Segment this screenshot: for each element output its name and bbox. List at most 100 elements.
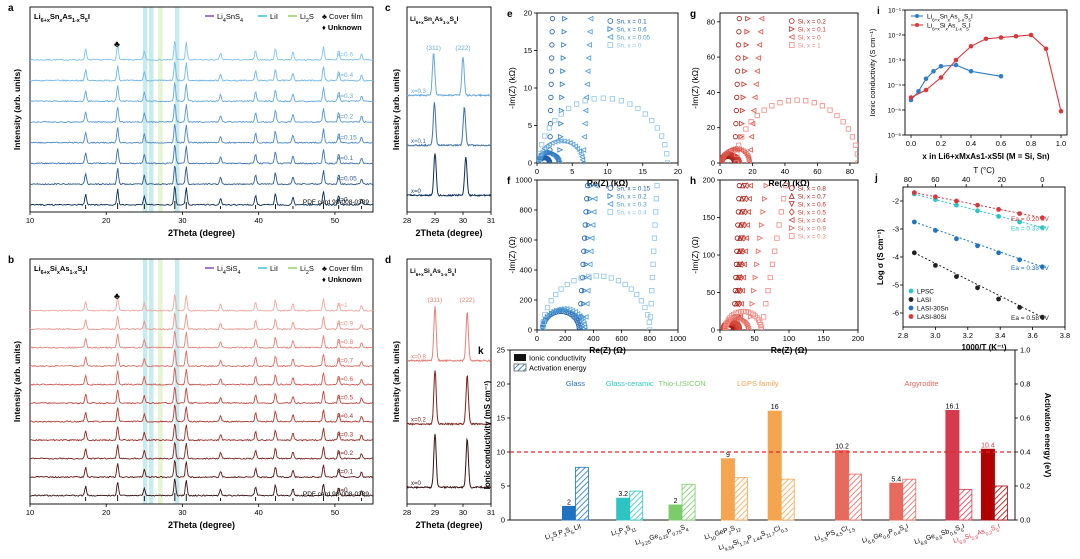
data-point — [1017, 305, 1023, 310]
data-point — [651, 248, 657, 254]
data-point — [558, 286, 564, 292]
bar-value-label: 9 — [726, 452, 730, 459]
y-tick-label: 10⁻² — [888, 33, 902, 40]
text-span: 0.5 — [949, 529, 958, 537]
text-span: S — [760, 530, 767, 538]
data-point — [740, 274, 746, 281]
data-point — [574, 310, 581, 317]
data-point — [752, 274, 759, 281]
xrd-trace — [29, 312, 374, 331]
x-tick-label: 10 — [26, 216, 34, 225]
data-point — [576, 313, 583, 319]
data-point — [607, 209, 614, 215]
data-point — [586, 170, 590, 174]
data-point — [540, 319, 546, 325]
data-point — [996, 250, 1001, 256]
legend-swatch — [513, 363, 527, 372]
series-label: x=1 — [337, 302, 348, 309]
text-span: Li — [270, 12, 276, 21]
text-span: 0.6 — [882, 533, 891, 541]
data-point — [638, 298, 644, 304]
legend-label: ♣ Cover film — [322, 12, 363, 21]
x-tick-label: 40 — [254, 216, 262, 225]
y-tick-label: 20 — [524, 9, 532, 18]
x-tick-label: 3.2 — [963, 331, 973, 340]
text-span: 0.8 — [971, 534, 980, 542]
y-tick-label: 50 — [707, 288, 715, 297]
data-point — [540, 327, 546, 330]
y-tick-label: 10⁻⁶ — [888, 133, 902, 140]
panel-title: Li6+xSixAs1-xS5I — [34, 264, 87, 276]
data-point — [572, 143, 578, 150]
data-point — [754, 261, 760, 268]
text-span: 6.8 — [959, 538, 968, 546]
legend-marker — [908, 288, 914, 294]
bar-value-label: 2 — [674, 498, 678, 505]
series-label: x=0.15 — [337, 134, 357, 141]
text-span: S — [955, 525, 962, 533]
text-span: Si — [424, 268, 430, 275]
text-span: 5.5 — [820, 535, 829, 543]
data-point — [752, 81, 759, 88]
reference-label: PDF card 98-008-0389 — [303, 199, 370, 206]
legend-label: Sn, x = 0.05 — [616, 35, 650, 42]
text-span: Li — [635, 538, 643, 546]
data-point — [544, 313, 551, 319]
bar-value-label: 10.2 — [835, 444, 849, 451]
text-span: I — [457, 16, 459, 23]
plot-frame — [406, 6, 492, 213]
plot-frame — [406, 258, 492, 505]
data-point — [581, 300, 587, 307]
text-span: 1-x — [441, 272, 448, 277]
ea-label: Ea = 0.38 eV — [1011, 265, 1049, 272]
data-point — [585, 235, 591, 241]
y-tick-label: -3 — [892, 225, 899, 234]
y-tick-label: -5 — [892, 281, 899, 290]
text-span: 0.75 — [672, 529, 683, 538]
data-point — [780, 196, 787, 202]
data-point — [549, 55, 555, 61]
data-point — [546, 141, 552, 148]
data-point — [968, 43, 974, 49]
data-point — [601, 273, 607, 280]
data-point — [581, 287, 588, 294]
text-span: Si — [732, 539, 740, 548]
legend-label: Li2S — [300, 264, 314, 276]
y-tick-label: 10 — [524, 84, 532, 93]
data-point — [646, 319, 652, 325]
data-point — [788, 192, 795, 199]
text-span: Li — [861, 536, 869, 544]
text-span: S — [565, 527, 572, 535]
legend-label: Sn, x = 0.6 — [616, 27, 647, 34]
data-point — [607, 192, 614, 200]
zoom-panel-c: x=0.3 x=0.1 x=0 (311) (222) 28 29 30 31 2Theta (d… — [385, 3, 495, 238]
text-span: 5 — [454, 20, 457, 25]
category-label: Li5.5PS4.5Cl1.5 — [814, 523, 856, 545]
text-span: Si — [226, 264, 233, 273]
text-span: Li — [34, 12, 41, 21]
panel-title: Li6+xSixAs1-xS5I — [410, 268, 456, 277]
data-point — [743, 126, 749, 132]
text-span: 3.25 — [641, 539, 652, 548]
x-tick-label: 10 — [26, 508, 34, 517]
y-tick-label: 40 — [707, 88, 715, 97]
y-tick-label: 800 — [519, 206, 532, 215]
text-span: 1-x — [958, 17, 965, 22]
y-tick-label: 60 — [707, 53, 715, 62]
data-point — [579, 274, 585, 281]
data-point — [1028, 32, 1034, 38]
data-point — [855, 160, 858, 163]
data-point — [566, 140, 573, 146]
data-point — [584, 196, 590, 202]
xrd-trace — [29, 165, 374, 186]
data-point — [1013, 33, 1019, 39]
data-point — [585, 273, 592, 280]
x-tick-label: 31 — [487, 508, 495, 517]
text-span: As — [950, 14, 958, 21]
plot-frame — [719, 179, 859, 331]
y2-tick-label: 0.0 — [1020, 516, 1030, 525]
cover-film-marker: ♣ — [114, 291, 120, 301]
legend-label: Li2S — [300, 12, 314, 24]
data-point — [561, 28, 568, 35]
